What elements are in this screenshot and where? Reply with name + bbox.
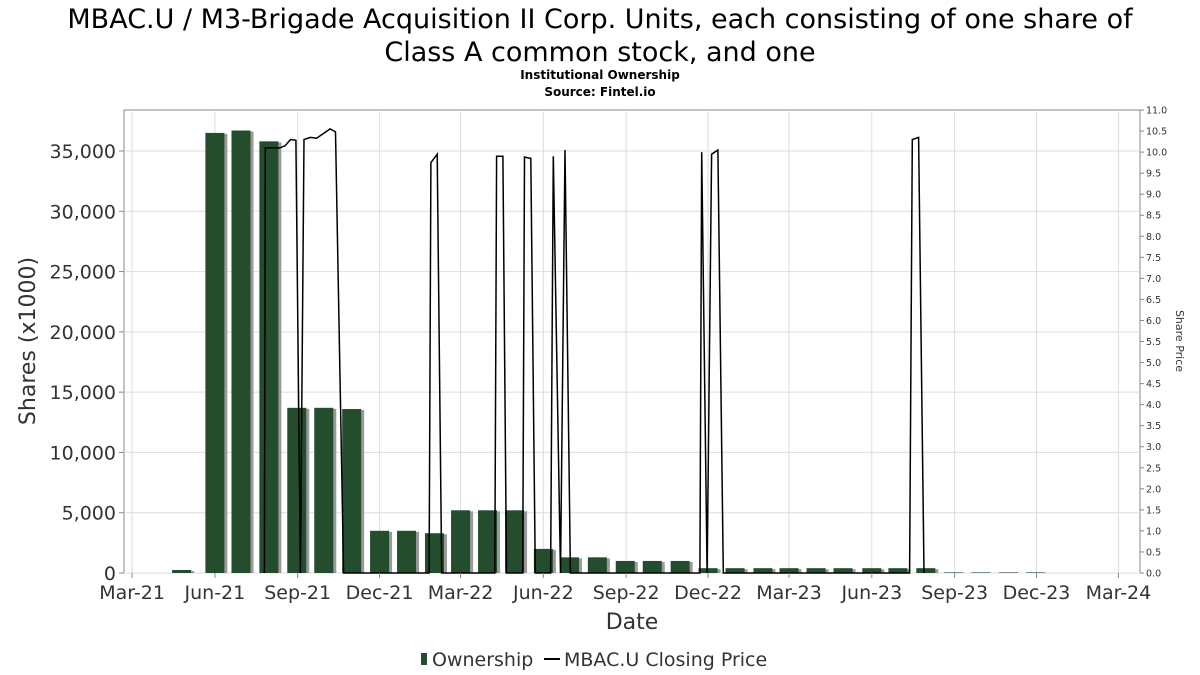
ownership-bar — [779, 568, 799, 573]
y2-tick-label: 3.5 — [1146, 421, 1161, 432]
legend-price-label: MBAC.U Closing Price — [564, 649, 767, 671]
legend: Ownership MBAC.U Closing Price — [421, 649, 767, 671]
x-tick-label: Sep-23 — [921, 582, 988, 604]
x-tick-label: Mar-21 — [99, 582, 165, 604]
y2-tick-label: 4.5 — [1146, 379, 1161, 390]
legend-ownership-label: Ownership — [432, 649, 533, 671]
ownership-bar — [916, 568, 936, 573]
chart-title-line1: MBAC.U / M3-Brigade Acquisition II Corp.… — [67, 4, 1133, 35]
y2-tick-label: 7.0 — [1146, 274, 1161, 285]
ownership-bar — [205, 132, 225, 573]
ownership-bar — [533, 548, 553, 573]
y2-tick-label: 9.5 — [1146, 169, 1161, 180]
y-tick-label: 5,000 — [62, 503, 116, 525]
ownership-bar — [172, 569, 192, 573]
y2-tick-label: 9.0 — [1146, 190, 1161, 201]
y-tick-label: 0 — [104, 563, 116, 585]
ownership-bar — [806, 568, 826, 573]
y2-tick-label: 6.0 — [1146, 316, 1161, 327]
ownership-bar — [505, 510, 525, 573]
x-tick-label: Dec-23 — [1003, 582, 1071, 604]
x-tick-label: Mar-23 — [756, 582, 822, 604]
ownership-bar — [698, 568, 718, 573]
ownership-bar — [287, 407, 307, 573]
y-tick-label: 25,000 — [50, 262, 116, 284]
x-axis-ticks: Mar-21 Jun-21 Sep-21 Dec-21 Mar-22 Jun-22 Sep-… — [99, 573, 1151, 604]
ownership-bar — [833, 568, 853, 573]
y-tick-label: 35,000 — [50, 141, 116, 163]
ownership-bar — [615, 560, 635, 573]
chart-source: Source: Fintel.io — [544, 85, 656, 99]
ownership-bar — [451, 510, 471, 573]
x-tick-label: Mar-22 — [428, 582, 494, 604]
y2-tick-label: 7.5 — [1146, 253, 1161, 264]
ownership-bar — [259, 141, 279, 574]
y-tick-label: 30,000 — [50, 201, 116, 223]
ownership-bar — [397, 530, 417, 573]
ownership-bar — [559, 557, 579, 573]
y2-tick-label: 1.0 — [1146, 526, 1161, 537]
y2-tick-label: 8.5 — [1146, 211, 1161, 222]
ownership-bar — [342, 409, 362, 573]
y2-tick-label: 5.0 — [1146, 358, 1161, 369]
x-tick-label: Sep-22 — [593, 582, 660, 604]
y2-tick-label: 2.5 — [1146, 463, 1161, 474]
y2-tick-label: 10.0 — [1146, 148, 1167, 159]
y2-tick-label: 10.5 — [1146, 127, 1167, 138]
ownership-bar — [944, 572, 964, 573]
ownership-bar — [725, 568, 745, 573]
y-axis-label: Shares (x1000) — [16, 257, 41, 425]
x-axis-label: Date — [606, 610, 659, 635]
ownership-bar — [971, 572, 991, 573]
ownership-bar — [999, 572, 1019, 573]
y2-tick-label: 0.0 — [1146, 569, 1161, 580]
ownership-bar — [478, 510, 498, 573]
left-axis-ticks: 0 5,000 10,000 15,000 20,000 25,000 30,000 35,0… — [50, 141, 124, 585]
y-tick-label: 10,000 — [50, 442, 116, 464]
ownership-bar — [888, 568, 908, 573]
y2-axis-label: Share Price — [1173, 310, 1186, 372]
y-tick-label: 15,000 — [50, 382, 116, 404]
ownership-bar — [370, 530, 390, 573]
y2-tick-label: 1.5 — [1146, 505, 1161, 516]
chart-subtitle: Institutional Ownership — [520, 68, 680, 82]
ownership-bar — [587, 557, 607, 573]
x-tick-label: Mar-24 — [1086, 582, 1152, 604]
ownership-bar — [642, 560, 662, 573]
legend-ownership-swatch — [421, 653, 427, 665]
y2-tick-label: 6.5 — [1146, 295, 1161, 306]
x-tick-label: Jun-23 — [840, 582, 902, 604]
chart-title-line2: Class A common stock, and one — [384, 37, 816, 68]
y2-tick-label: 4.0 — [1146, 400, 1161, 411]
ownership-bar — [314, 407, 334, 573]
y2-tick-label: 8.0 — [1146, 232, 1161, 243]
x-tick-label: Dec-22 — [674, 582, 742, 604]
ownership-bar — [862, 568, 882, 573]
x-tick-label: Jun-22 — [512, 582, 574, 604]
y-tick-label: 20,000 — [50, 322, 116, 344]
y2-tick-label: 11.0 — [1146, 106, 1167, 117]
x-tick-label: Sep-21 — [264, 582, 331, 604]
y2-tick-label: 5.5 — [1146, 337, 1161, 348]
y2-tick-label: 0.5 — [1146, 547, 1161, 558]
y2-tick-label: 2.0 — [1146, 484, 1161, 495]
ownership-bar — [670, 560, 690, 573]
x-tick-label: Jun-21 — [184, 582, 246, 604]
x-tick-label: Dec-21 — [346, 582, 414, 604]
ownership-bar — [1026, 572, 1046, 573]
right-axis-ticks: 0.0 0.5 1.0 1.5 2.0 2.5 3.0 3.5 4.0 4.5 5.0 5.5 6.0 6… — [1140, 106, 1167, 580]
y2-tick-label: 3.0 — [1146, 442, 1161, 453]
ownership-bar — [753, 568, 773, 573]
price-line — [263, 128, 925, 574]
ownership-bar — [231, 130, 251, 574]
